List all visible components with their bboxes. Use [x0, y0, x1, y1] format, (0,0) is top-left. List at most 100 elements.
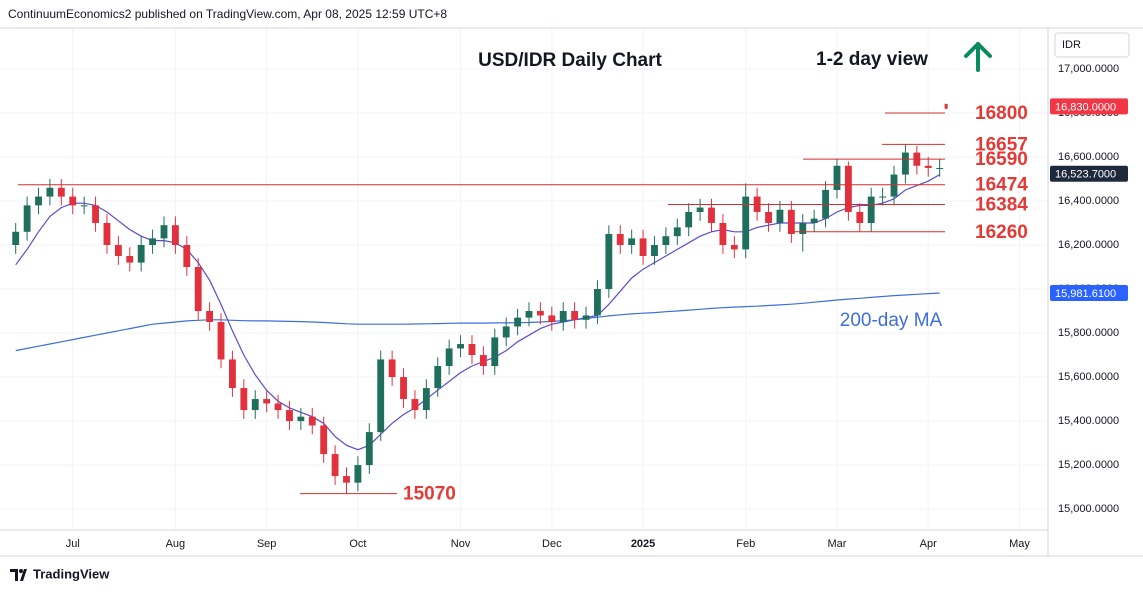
- price-box-label: 16,523.7000: [1055, 169, 1116, 181]
- chart-subtitle: 1-2 day view: [816, 49, 928, 70]
- candle-body: [57, 187, 65, 197]
- candle-body: [80, 205, 88, 207]
- candle-body: [365, 432, 373, 466]
- candle-body: [936, 167, 944, 169]
- currency-box: [1054, 32, 1130, 58]
- candle-body: [274, 403, 282, 411]
- candle-body: [137, 244, 145, 263]
- candle-body: [92, 205, 99, 223]
- candle-body: [400, 377, 407, 400]
- candle-body: [479, 355, 487, 367]
- y-tick-label: 15,200.0000: [1058, 459, 1119, 471]
- candle-body: [651, 244, 658, 257]
- candle-body: [171, 225, 179, 245]
- candle-body: [924, 165, 932, 168]
- x-tick-label: Dec: [542, 538, 562, 550]
- candle-body: [263, 399, 271, 404]
- y-tick-label: 16,400.0000: [1058, 195, 1119, 207]
- price-box-label: 16,830.0000: [1055, 101, 1116, 113]
- candle-body: [457, 344, 464, 349]
- candle-body: [308, 416, 316, 426]
- candle-body: [377, 359, 385, 433]
- x-tick-label: May: [1009, 538, 1030, 550]
- candle-body: [126, 256, 134, 263]
- candle-body: [594, 289, 601, 316]
- candle-body: [445, 348, 453, 367]
- candle-body: [730, 244, 738, 250]
- level-label: 16384: [975, 195, 1028, 216]
- candle-body: [388, 359, 396, 378]
- candle-body: [582, 315, 590, 320]
- candle-body: [810, 218, 818, 223]
- candle-body: [799, 222, 807, 234]
- candle-body: [833, 165, 841, 190]
- candle-body: [502, 326, 510, 338]
- price-box: [1050, 165, 1128, 182]
- candle-body: [12, 231, 20, 245]
- candle-body: [844, 165, 852, 212]
- currency-label: IDR: [1062, 39, 1081, 51]
- candle-body: [23, 205, 31, 232]
- candle-body: [240, 388, 248, 411]
- candle-body: [616, 233, 624, 245]
- chart-title: USD/IDR Daily Chart: [478, 50, 662, 71]
- candle-body: [297, 416, 305, 422]
- ma-line: [15, 174, 940, 451]
- labels: 15,000.0000 15,200.0000 15,400.0000 15,600.…: [66, 63, 1128, 550]
- candle-body: [559, 311, 567, 323]
- up-arrow: [964, 42, 992, 72]
- candle-body: [856, 211, 864, 223]
- x-tick-label: Feb: [736, 538, 755, 550]
- level-label: 16474: [975, 175, 1028, 196]
- candle-body: [696, 207, 704, 212]
- candle-body: [901, 152, 909, 175]
- y-tick-label: 15,400.0000: [1058, 415, 1119, 427]
- candle-body: [320, 425, 328, 455]
- candle-body: [605, 233, 613, 290]
- candle-body: [890, 174, 898, 197]
- candle-body: [354, 465, 362, 483]
- candle-body: [422, 388, 430, 411]
- candle-body: [217, 322, 225, 360]
- y-tick-label: 16,600.0000: [1058, 151, 1119, 163]
- candle-body: [685, 211, 693, 228]
- candle-body: [742, 196, 750, 250]
- candle-body: [548, 315, 556, 323]
- x-tick-label: Aug: [166, 538, 186, 550]
- level-label: 16800: [975, 103, 1028, 124]
- candle-body: [286, 410, 293, 422]
- footer: TradingView: [33, 566, 110, 581]
- ma-line: [15, 292, 940, 352]
- candle-body: [708, 207, 715, 223]
- x-tick-label: Jul: [66, 538, 80, 550]
- candle-body: [206, 311, 214, 323]
- candle-body: [194, 267, 202, 312]
- candle-body: [229, 359, 236, 389]
- x-tick-label: Oct: [349, 538, 366, 550]
- level-label: 15070: [403, 484, 456, 505]
- candle-body: [343, 476, 350, 483]
- candle-body: [879, 196, 887, 198]
- y-tick-label: 15,800.0000: [1058, 327, 1119, 339]
- candle-body: [251, 399, 259, 411]
- candle-body: [514, 317, 522, 327]
- plot: [12, 103, 948, 495]
- candle-body: [35, 196, 42, 206]
- candle-body: [69, 196, 77, 206]
- candle-body: [149, 238, 157, 245]
- candle-body: [411, 399, 419, 411]
- candle-body: [525, 311, 533, 318]
- candle-body: [114, 244, 122, 257]
- candle-body: [776, 209, 784, 223]
- candle-body: [628, 238, 636, 245]
- price-box: [1050, 98, 1128, 115]
- x-tick-label: Apr: [920, 538, 937, 550]
- candle-body: [331, 454, 339, 477]
- candle-body: [571, 311, 579, 320]
- header: ContinuumEconomics2 published on Trading…: [8, 7, 447, 21]
- level-label: 16260: [975, 222, 1028, 243]
- price-box: [1050, 285, 1128, 302]
- candle-body: [468, 344, 476, 356]
- x-tick-label: Sep: [257, 538, 277, 550]
